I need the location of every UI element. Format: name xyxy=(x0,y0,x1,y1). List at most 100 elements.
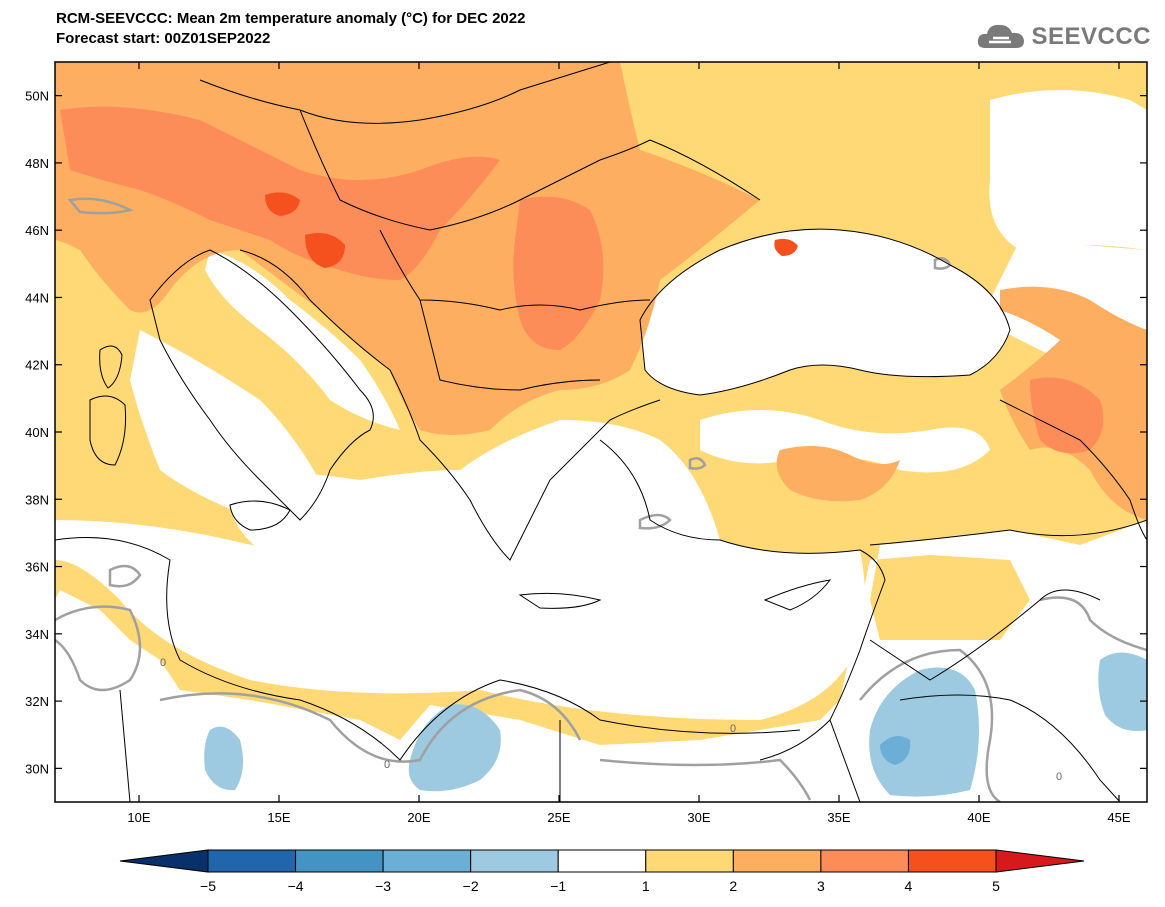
longitude-axis: 10E 15E 20E 25E 30E 35E 40E 45E xyxy=(127,62,1131,825)
lat-tick-label: 48N xyxy=(25,156,49,171)
lat-tick-label: 38N xyxy=(25,492,49,507)
colorbar-label: −4 xyxy=(288,878,304,894)
lon-tick-label: 45E xyxy=(1107,810,1130,825)
lat-tick-label: 32N xyxy=(25,694,49,709)
colorbar-label: 4 xyxy=(905,878,913,894)
coastline-corsica xyxy=(99,345,123,389)
coastline-cyprus xyxy=(763,579,832,611)
anomaly-region-2-3-anatolia xyxy=(776,446,900,502)
colorbar-label: 1 xyxy=(642,878,650,894)
black-sea xyxy=(640,229,1010,395)
coastline-levant xyxy=(759,579,886,761)
map-title: RCM-SEEVCCC: Mean 2m temperature anomaly… xyxy=(56,10,526,27)
caspian-white xyxy=(989,90,1147,250)
latitude-axis: 50N 48N 46N 44N 42N 40N 38N 36N 34N 32N 30N xyxy=(25,89,1147,776)
border-line xyxy=(999,399,1147,541)
contour-label: 0 xyxy=(384,759,390,771)
colorbar-label: 3 xyxy=(817,878,825,894)
colorbar-label: −1 xyxy=(550,878,566,894)
lon-tick-label: 40E xyxy=(967,810,990,825)
colorbar-segment xyxy=(907,849,997,873)
anomaly-region-3-4-balkans xyxy=(513,196,604,350)
coastline-black-sea xyxy=(639,228,1011,396)
anomaly-region-3-4-caucasus xyxy=(1030,377,1104,454)
zero-contour-line xyxy=(67,197,134,215)
lat-tick-label: 30N xyxy=(25,761,49,776)
border-line xyxy=(829,719,861,802)
lon-tick-label: 20E xyxy=(407,810,430,825)
lon-tick-label: 10E xyxy=(127,810,150,825)
colorbar-segment xyxy=(295,849,384,873)
anomaly-region-neg-libya-west xyxy=(204,726,244,791)
border-line xyxy=(299,109,651,231)
anatolia-white xyxy=(700,410,990,473)
lat-tick-label: 40N xyxy=(25,425,49,440)
border-line xyxy=(379,229,651,311)
coastline-crete xyxy=(518,592,602,609)
colorbar-segment xyxy=(557,849,647,873)
anomaly-region-neg2-arabia xyxy=(880,736,911,765)
colorbar-segment xyxy=(207,849,297,873)
lat-tick-label: 34N xyxy=(25,627,49,642)
contour-label: 0 xyxy=(730,723,736,735)
zero-contour-line xyxy=(1039,596,1147,652)
border-line xyxy=(419,299,601,391)
lon-tick-label: 30E xyxy=(687,810,710,825)
colorbar-label: −2 xyxy=(463,878,479,894)
zero-contour-line xyxy=(638,513,672,530)
lat-tick-label: 46N xyxy=(25,223,49,238)
colorbar-segment xyxy=(820,849,909,873)
colorbar-label: 2 xyxy=(729,878,737,894)
zero-contour-line xyxy=(159,688,582,763)
colorbar-segment xyxy=(382,849,472,873)
colorbar-arrow-low xyxy=(119,849,209,873)
forecast-start: Forecast start: 00Z01SEP2022 xyxy=(56,30,271,47)
anomaly-region-4-5-crimea xyxy=(774,238,798,256)
colorbar-label: 5 xyxy=(992,878,1000,894)
border-line xyxy=(869,589,1101,681)
zero-contours xyxy=(55,197,1147,802)
coastlines-borders xyxy=(55,62,1147,802)
map-field: 0 0 0 0 xyxy=(55,62,1147,802)
border-line xyxy=(649,139,761,201)
lon-tick-label: 25E xyxy=(547,810,570,825)
lat-tick-label: 44N xyxy=(25,290,49,305)
colorbar-segment xyxy=(470,849,559,873)
anomaly-region-4-5-croatia xyxy=(305,232,345,268)
colorbar: −5 −4 −3 −2 −1 1 2 3 4 5 xyxy=(119,849,1085,894)
border-line xyxy=(869,519,1147,546)
lon-tick-label: 15E xyxy=(267,810,290,825)
colorbar-label: −3 xyxy=(375,878,391,894)
seevccc-logo: SEEVCCC xyxy=(975,20,1151,54)
coastline-italy xyxy=(149,249,374,521)
lat-tick-label: 36N xyxy=(25,560,49,575)
colorbar-segment xyxy=(645,849,734,873)
contour-label: 0 xyxy=(1056,771,1062,783)
lat-tick-label: 42N xyxy=(25,358,49,373)
zero-contour-line xyxy=(108,564,142,588)
zero-contour-line xyxy=(55,605,142,692)
ionian-sea xyxy=(228,470,460,554)
anomaly-region-neg-iraq xyxy=(1098,652,1147,731)
colorbar-label: −5 xyxy=(200,878,216,894)
coastline-balkans xyxy=(239,249,661,561)
zero-contour-line xyxy=(688,457,707,470)
zero-contour-line xyxy=(859,648,1001,802)
colorbar-segment xyxy=(732,849,822,873)
cloud-icon xyxy=(978,24,1025,48)
border-line xyxy=(119,689,131,802)
zero-contour-line xyxy=(599,758,812,801)
anomaly-region-4-5-alps xyxy=(265,192,300,216)
adriatic-sea xyxy=(205,250,400,430)
coastline-africa xyxy=(55,537,801,761)
coastline-sardinia xyxy=(89,395,126,466)
coastline-turkey-south xyxy=(599,439,886,581)
logo-text: SEEVCCC xyxy=(1031,23,1151,50)
coastline-sicily xyxy=(229,500,291,531)
border-line xyxy=(899,694,1121,802)
lat-tick-label: 50N xyxy=(25,89,49,104)
anomaly-region-neg-libya-east xyxy=(408,704,501,792)
contour-label: 0 xyxy=(160,657,166,669)
aegean-mediterranean-sea xyxy=(55,420,865,720)
